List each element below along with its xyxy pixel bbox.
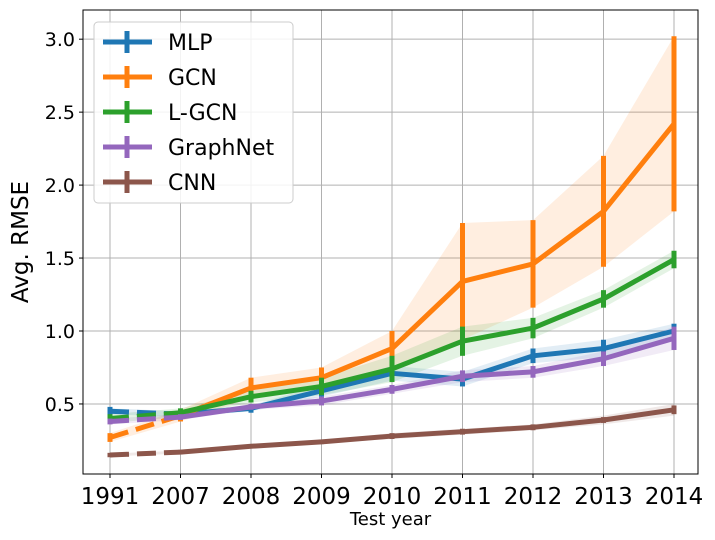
x-tick-label: 2014 <box>645 484 704 510</box>
y-tick-label: 0.5 <box>45 394 75 416</box>
legend-label-cnn: CNN <box>168 171 216 196</box>
y-axis-label: Avg. RMSE <box>8 181 34 303</box>
x-tick-label: 2008 <box>222 484 281 510</box>
legend-label-graphnet: GraphNet <box>168 136 274 161</box>
series-line-dashed-graphnet <box>109 414 181 424</box>
y-tick-label: 3.0 <box>45 29 75 51</box>
legend-label-l-gcn: L-GCN <box>168 101 237 126</box>
x-tick-label: 2012 <box>504 484 563 510</box>
x-tick-label: 2007 <box>151 484 210 510</box>
axes-frame <box>82 9 699 475</box>
error-bars <box>107 36 677 458</box>
x-tick-label: 2013 <box>574 484 633 510</box>
series-line-dashed-cnn <box>109 449 181 458</box>
y-tick-label: 1.5 <box>45 248 75 270</box>
x-axis-ticks: 1991 2007 2008 2009 2010 2011 2012 2013 2014 <box>81 474 704 510</box>
series-line-gcn <box>179 122 676 418</box>
legend-box <box>93 21 294 204</box>
x-tick-label: 1991 <box>81 484 140 510</box>
legend-label-mlp: MLP <box>168 31 213 56</box>
legend: MLP GCN L-GCN GraphNet CNN <box>93 21 294 204</box>
series-lines <box>109 122 676 458</box>
legend-label-gcn: GCN <box>168 66 217 91</box>
x-tick-label: 2011 <box>433 484 492 510</box>
series-line-l-gcn <box>179 257 676 416</box>
series-line-cnn <box>180 407 675 455</box>
x-tick-label: 2009 <box>292 484 351 510</box>
y-tick-label: 2.5 <box>45 102 75 124</box>
y-tick-label: 1.0 <box>45 321 75 343</box>
y-axis-ticks: 0.5 1.0 1.5 2.0 2.5 3.0 <box>45 29 83 416</box>
x-tick-label: 2010 <box>363 484 422 510</box>
x-axis-label: Test year <box>349 509 432 530</box>
series-line-graphnet <box>180 335 675 420</box>
y-tick-label: 2.0 <box>45 175 75 197</box>
series-line-dashed-l-gcn <box>109 410 181 422</box>
